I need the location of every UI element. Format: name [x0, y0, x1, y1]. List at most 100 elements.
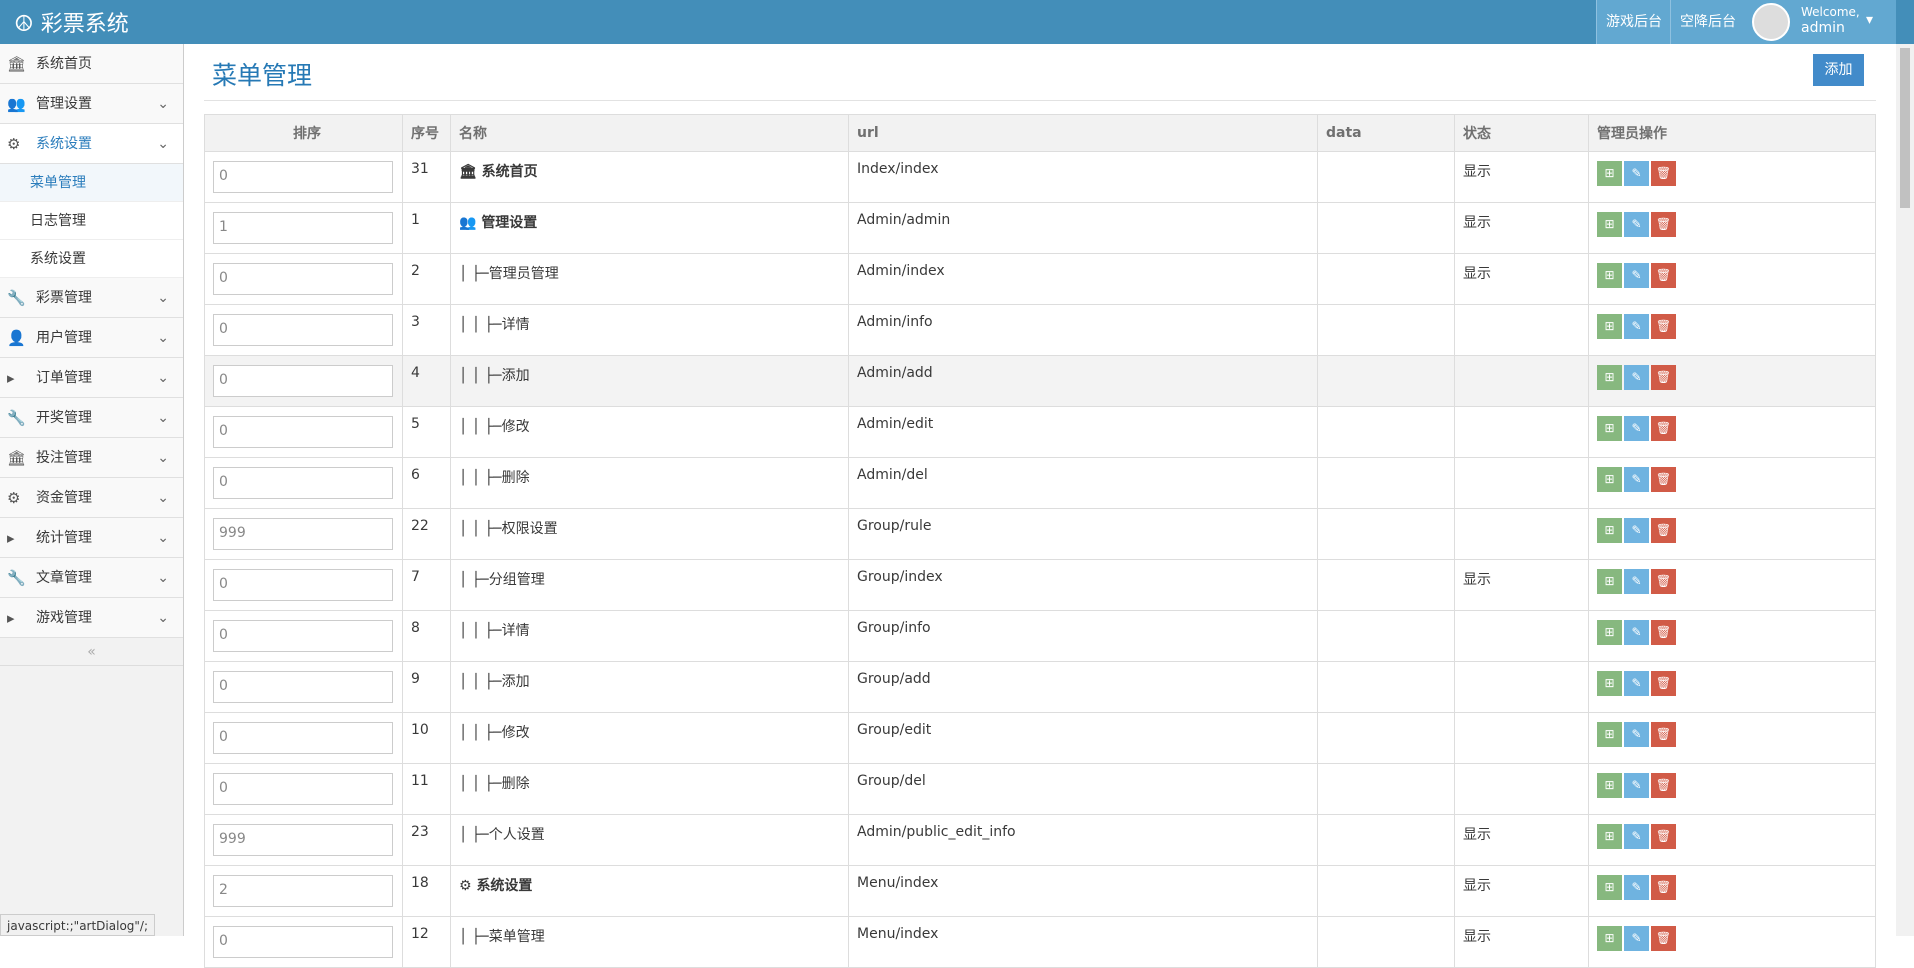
cell-status — [1454, 661, 1589, 713]
sort-input[interactable]: 0 — [213, 773, 393, 805]
table-row: 0 31 🏛 系统首页 Index/index 显示 ⊞ ✎ 🗑 — [204, 151, 1876, 203]
status-text: 显示 — [1463, 572, 1491, 588]
user-menu[interactable]: Welcome, admin ▾ — [1744, 0, 1896, 44]
add-child-button[interactable]: ⊞ — [1597, 824, 1622, 849]
sort-input[interactable]: 0 — [213, 365, 393, 397]
sort-input[interactable]: 999 — [213, 518, 393, 550]
delete-button[interactable]: 🗑 — [1651, 620, 1676, 645]
edit-button[interactable]: ✎ — [1624, 824, 1649, 849]
delete-button[interactable]: 🗑 — [1651, 926, 1676, 951]
delete-button[interactable]: 🗑 — [1651, 773, 1676, 798]
add-child-button[interactable]: ⊞ — [1597, 722, 1622, 747]
delete-button[interactable]: 🗑 — [1651, 365, 1676, 390]
edit-button[interactable]: ✎ — [1624, 620, 1649, 645]
add-child-button[interactable]: ⊞ — [1597, 620, 1622, 645]
edit-button[interactable]: ✎ — [1624, 875, 1649, 900]
cell-data — [1317, 406, 1455, 458]
submenu-item[interactable]: 系统设置 — [0, 240, 183, 278]
brand[interactable]: ☮ 彩票系统 — [14, 6, 129, 38]
sort-input[interactable]: 1 — [213, 212, 393, 244]
nav-link[interactable]: 游戏后台 — [1596, 0, 1671, 44]
menu-item[interactable]: ▸ 统计管理 ⌄ — [0, 518, 183, 558]
delete-button[interactable]: 🗑 — [1651, 467, 1676, 492]
add-child-button[interactable]: ⊞ — [1597, 518, 1622, 543]
delete-button[interactable]: 🗑 — [1651, 518, 1676, 543]
menu-item[interactable]: 🏛 系统首页 — [0, 44, 183, 84]
delete-button[interactable]: 🗑 — [1651, 212, 1676, 237]
add-child-button[interactable]: ⊞ — [1597, 263, 1622, 288]
column-header: url — [848, 114, 1318, 152]
edit-button[interactable]: ✎ — [1624, 314, 1649, 339]
delete-button[interactable]: 🗑 — [1651, 416, 1676, 441]
sort-input[interactable]: 0 — [213, 671, 393, 703]
menu-icon: 🔧 — [7, 409, 26, 427]
menu-item[interactable]: 🔧 开奖管理 ⌄ — [0, 398, 183, 438]
delete-button[interactable]: 🗑 — [1651, 824, 1676, 849]
add-button[interactable]: 添加 — [1813, 54, 1864, 86]
sort-input[interactable]: 0 — [213, 314, 393, 346]
delete-button[interactable]: 🗑 — [1651, 263, 1676, 288]
sort-input[interactable]: 0 — [213, 467, 393, 499]
add-child-button[interactable]: ⊞ — [1597, 212, 1622, 237]
delete-button[interactable]: 🗑 — [1651, 314, 1676, 339]
menu-item[interactable]: ▸ 游戏管理 ⌄ — [0, 598, 183, 638]
scroll-thumb — [1900, 48, 1910, 208]
logo: ☮ — [14, 12, 41, 37]
add-child-button[interactable]: ⊞ — [1597, 671, 1622, 696]
sort-input[interactable]: 0 — [213, 722, 393, 754]
submenu-item[interactable]: 日志管理 — [0, 202, 183, 240]
add-child-button[interactable]: ⊞ — [1597, 773, 1622, 798]
edit-button[interactable]: ✎ — [1624, 212, 1649, 237]
menu-item[interactable]: ⚙ 资金管理 ⌄ — [0, 478, 183, 518]
menu-item[interactable]: 🔧 彩票管理 ⌄ — [0, 278, 183, 318]
add-child-button[interactable]: ⊞ — [1597, 926, 1622, 951]
sort-input[interactable]: 0 — [213, 620, 393, 652]
menu-label: 游戏管理 — [36, 610, 92, 626]
table-row: 0 8 │ │ ├─详情 Group/info ⊞ ✎ 🗑 — [204, 610, 1876, 662]
menu-item[interactable]: 🏛 投注管理 ⌄ — [0, 438, 183, 478]
collapse-toggle[interactable]: « — [0, 638, 183, 666]
sort-input[interactable]: 0 — [213, 263, 393, 295]
menu-item[interactable]: 🔧 文章管理 ⌄ — [0, 558, 183, 598]
menu-item[interactable]: 👥 管理设置 ⌄ — [0, 84, 183, 124]
menu-item[interactable]: ▸ 订单管理 ⌄ — [0, 358, 183, 398]
delete-button[interactable]: 🗑 — [1651, 569, 1676, 594]
edit-button[interactable]: ✎ — [1624, 467, 1649, 492]
edit-button[interactable]: ✎ — [1624, 263, 1649, 288]
edit-button[interactable]: ✎ — [1624, 926, 1649, 951]
submenu-item[interactable]: 菜单管理 — [0, 164, 183, 202]
delete-button[interactable]: 🗑 — [1651, 671, 1676, 696]
sort-input[interactable]: 0 — [213, 416, 393, 448]
table-row: 0 9 │ │ ├─添加 Group/add ⊞ ✎ 🗑 — [204, 661, 1876, 713]
delete-button[interactable]: 🗑 — [1651, 161, 1676, 186]
add-child-button[interactable]: ⊞ — [1597, 875, 1622, 900]
main: 菜单管理 添加 排序 序号 名称 url data 状态 管理员操作 0 31 🏛 系统首页 Ind… — [184, 44, 1896, 968]
edit-button[interactable]: ✎ — [1624, 365, 1649, 390]
menu-item[interactable]: ⚙ 系统设置 ⌄ — [0, 124, 183, 164]
nav-link[interactable]: 空降后台 — [1670, 0, 1745, 44]
edit-button[interactable]: ✎ — [1624, 161, 1649, 186]
delete-button[interactable]: 🗑 — [1651, 875, 1676, 900]
edit-button[interactable]: ✎ — [1624, 518, 1649, 543]
edit-button[interactable]: ✎ — [1624, 569, 1649, 594]
add-child-button[interactable]: ⊞ — [1597, 569, 1622, 594]
add-child-button[interactable]: ⊞ — [1597, 416, 1622, 441]
edit-button[interactable]: ✎ — [1624, 773, 1649, 798]
sort-input[interactable]: 2 — [213, 875, 393, 907]
menu-icon: 👥 — [7, 95, 26, 113]
edit-button[interactable]: ✎ — [1624, 416, 1649, 441]
sort-input[interactable]: 999 — [213, 824, 393, 856]
delete-button[interactable]: 🗑 — [1651, 722, 1676, 747]
add-child-button[interactable]: ⊞ — [1597, 161, 1622, 186]
sort-input[interactable]: 0 — [213, 569, 393, 601]
cell-actions: ⊞ ✎ 🗑 — [1588, 661, 1876, 713]
edit-button[interactable]: ✎ — [1624, 722, 1649, 747]
add-child-button[interactable]: ⊞ — [1597, 467, 1622, 492]
sort-input[interactable]: 0 — [213, 161, 393, 193]
add-child-button[interactable]: ⊞ — [1597, 314, 1622, 339]
edit-button[interactable]: ✎ — [1624, 671, 1649, 696]
scrollbar[interactable] — [1896, 44, 1914, 936]
menu-item[interactable]: 👤 用户管理 ⌄ — [0, 318, 183, 358]
sort-input[interactable]: 0 — [213, 926, 393, 958]
add-child-button[interactable]: ⊞ — [1597, 365, 1622, 390]
